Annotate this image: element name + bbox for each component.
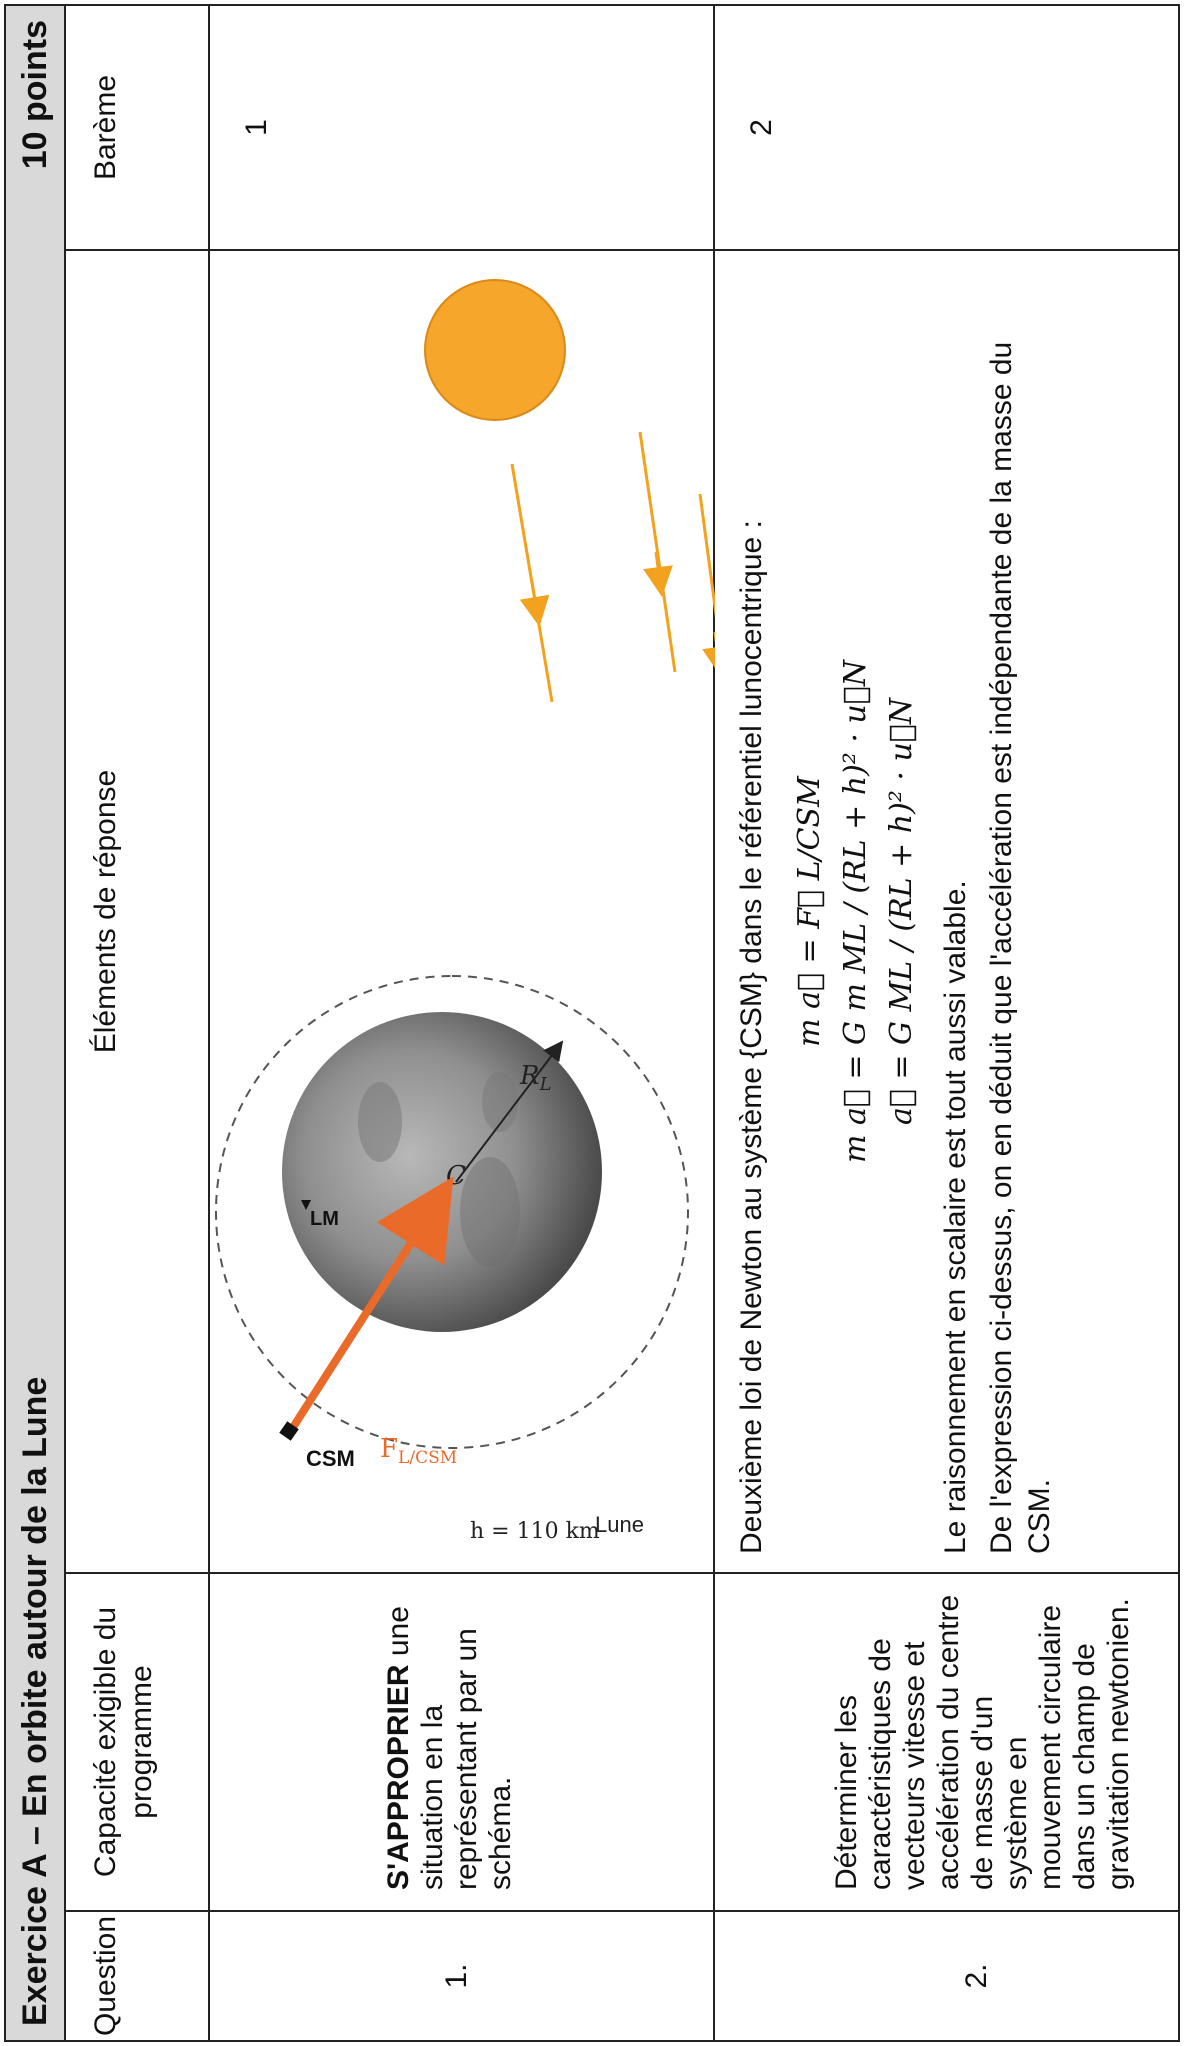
table-row: 2. Déterminer les caractéristiques de ve… — [714, 5, 1179, 2041]
response-elements: Deuxième loi de Newton au système {CSM} … — [733, 269, 1059, 1554]
response-text-3: De l'expression ci-dessus, on en déduit … — [985, 341, 1056, 1554]
lm-label: LM — [310, 1208, 339, 1230]
exercise-header: Exercice A – En orbite autour de la Lune… — [5, 5, 65, 2041]
lm-marker — [301, 1200, 311, 1210]
radius-arrow — [455, 1040, 564, 1183]
center-label: C — [446, 1161, 466, 1191]
response-text-1: Deuxième loi de Newton au système {CSM} … — [735, 520, 768, 1554]
exercise-points: 10 points — [16, 20, 54, 170]
sun-ray — [698, 493, 715, 743]
equation-2: m a⃗ = G m ML / (RL + h)² · u⃗N — [838, 659, 873, 1164]
force-arrow — [286, 1176, 454, 1435]
capacity-text: Déterminer les caractéristiques de vecte… — [830, 1594, 1135, 1890]
moon-label: Lune — [595, 1512, 644, 1537]
col-elements: Éléments de réponse — [89, 769, 122, 1054]
bareme-value: 1 — [240, 119, 273, 136]
bareme-value: 2 — [745, 119, 778, 136]
csm-marker — [279, 1421, 299, 1441]
capacity-bold: S'APPROPRIER — [382, 1664, 415, 1890]
column-headers: Question Capacité exigible du programme … — [65, 5, 209, 2041]
sun — [424, 279, 566, 421]
moon-body — [282, 1012, 602, 1332]
question-number: 2. — [960, 1963, 993, 1989]
force-label: FL/CSM — [380, 1434, 457, 1468]
col-bareme: Barème — [89, 74, 122, 181]
orbit-circle — [215, 975, 689, 1449]
capacity-text: S'APPROPRIER une situation en la représe… — [382, 1586, 518, 1890]
moon-orbit-figure: RL C FL/CSM CSM LM h = 110 km Lune — [215, 279, 715, 1544]
col-capacity: Capacité exigible du programme — [89, 1606, 158, 1878]
equation-1: m a⃗ = F⃗ L/CSM — [792, 776, 827, 1047]
csm-label: CSM — [306, 1446, 355, 1471]
equation-3: a⃗ = G ML / (RL + h)² · u⃗N — [884, 697, 919, 1126]
col-question: Question — [89, 1915, 122, 2037]
response-text-2: Le raisonnement en scalaire est tout aus… — [939, 880, 972, 1554]
question-number: 1. — [440, 1963, 473, 1989]
altitude-label: h = 110 km — [470, 1519, 600, 1544]
answer-table: Exercice A – En orbite autour de la Lune… — [4, 4, 1180, 2042]
radius-label: RL — [519, 1061, 552, 1095]
exercise-title: Exercice A – En orbite autour de la Lune — [16, 1376, 54, 2026]
table-row: 1. S'APPROPRIER une situation en la repr… — [209, 5, 715, 2041]
